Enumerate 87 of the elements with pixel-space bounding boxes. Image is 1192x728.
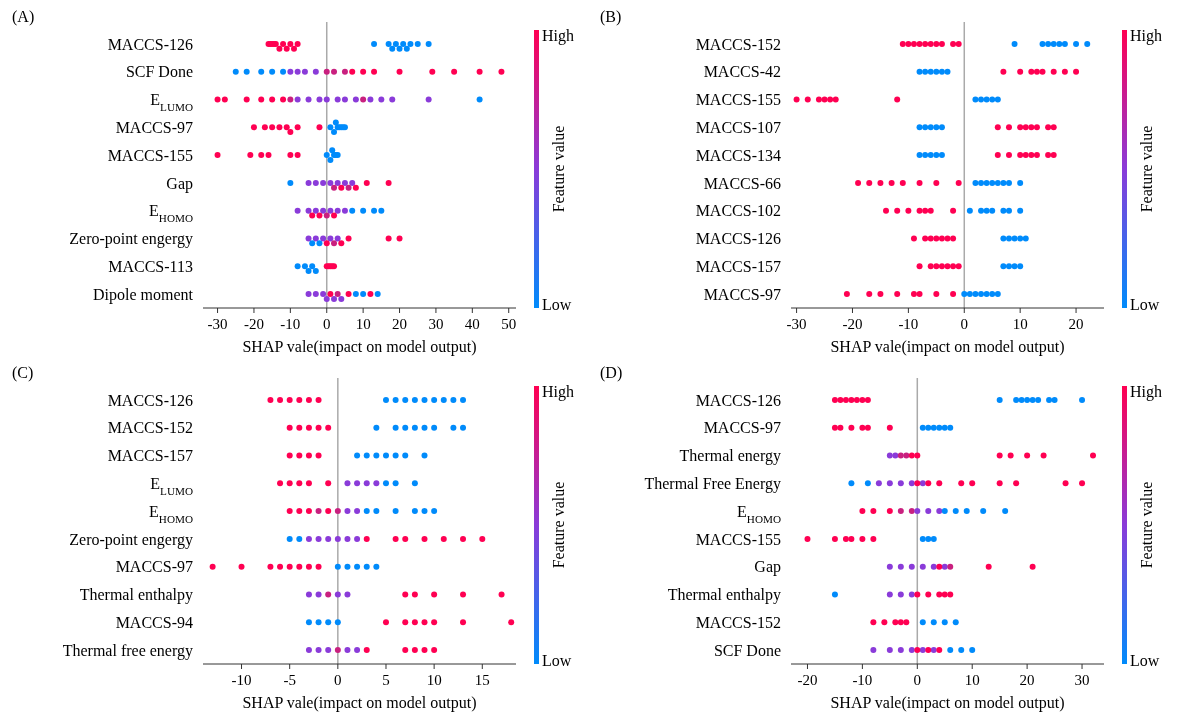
y-tick-label: Thermal Free Energy bbox=[644, 474, 781, 493]
text: (D) bbox=[600, 364, 623, 382]
y-tick-label: MACCS-126 bbox=[695, 391, 781, 409]
y-tick-label: MACCS-134 bbox=[695, 146, 781, 164]
y-tick-label: MACCS-107 bbox=[695, 118, 781, 136]
x-tick-label: 5 bbox=[382, 672, 390, 688]
y-tick-label: MACCS-97 bbox=[703, 419, 781, 437]
x-tick-label: -10 bbox=[852, 672, 873, 688]
x-tick-label: -20 bbox=[842, 316, 863, 332]
text: High bbox=[542, 383, 574, 402]
text: High bbox=[1130, 27, 1162, 46]
y-tick-label: E$_{HOMO}$ bbox=[737, 502, 781, 525]
text: Low bbox=[1130, 295, 1160, 313]
x-tick-label: 0 bbox=[960, 316, 969, 332]
x-tick-label: 20 bbox=[1068, 316, 1084, 332]
x-tick-label: 30 bbox=[428, 316, 444, 332]
x-tick-label: -10 bbox=[898, 316, 919, 332]
x-tick-label: 40 bbox=[464, 316, 480, 332]
y-tick-label: Zero-point engergy bbox=[69, 230, 193, 249]
text: High bbox=[1130, 383, 1162, 402]
x-tick-label: 0 bbox=[334, 672, 342, 688]
y-tick-label: E$_{LUMO}$ bbox=[150, 91, 193, 114]
y-tick-label: MACCS-102 bbox=[695, 202, 781, 220]
y-tick-label: Dipole moment bbox=[93, 285, 194, 304]
y-tick-label: Thermal energy bbox=[679, 447, 781, 466]
x-tick-label: -10 bbox=[280, 316, 301, 332]
x-tick-label: -5 bbox=[283, 672, 296, 688]
text: High bbox=[542, 27, 574, 46]
x-tick-label: -10 bbox=[231, 672, 252, 688]
x-tick-label: -30 bbox=[786, 316, 807, 332]
x-tick-label: 10 bbox=[964, 672, 980, 688]
y-tick-label: Thermal enthalpy bbox=[667, 586, 781, 605]
y-tick-label: Gap bbox=[754, 558, 781, 577]
y-tick-label: MACCS-42 bbox=[703, 63, 781, 81]
text: Low bbox=[1130, 651, 1160, 669]
y-tick-label: MACCS-97 bbox=[703, 285, 781, 303]
x-tick-label: 10 bbox=[355, 316, 371, 332]
y-tick-label: E$_{HOMO}$ bbox=[149, 202, 193, 225]
y-tick-label: MACCS-157 bbox=[695, 257, 781, 275]
text: (B) bbox=[600, 8, 622, 26]
x-tick-label: 10 bbox=[1012, 316, 1028, 332]
color-bar-title: Feature value bbox=[1138, 481, 1155, 569]
x-tick-label: 30 bbox=[1074, 672, 1090, 688]
y-tick-label: SCF Done bbox=[125, 63, 193, 81]
y-tick-label: MACCS-157 bbox=[107, 447, 193, 465]
text: Low bbox=[542, 295, 572, 313]
x-tick-label: -30 bbox=[207, 316, 228, 332]
y-tick-label: Zero-point engergy bbox=[69, 530, 193, 549]
y-tick-label: Gap bbox=[166, 174, 193, 193]
x-axis-title: SHAP vale(impact on model output) bbox=[242, 694, 477, 712]
y-tick-label: Thermal enthalpy bbox=[79, 586, 193, 605]
y-tick-label: E$_{LUMO}$ bbox=[150, 474, 193, 497]
y-tick-label: MACCS-152 bbox=[107, 419, 193, 437]
text: (A) bbox=[12, 8, 35, 26]
y-tick-label: MACCS-155 bbox=[695, 91, 781, 109]
y-tick-label: E$_{HOMO}$ bbox=[149, 502, 193, 525]
y-tick-label: MACCS-94 bbox=[115, 613, 193, 631]
y-tick-label: MACCS-155 bbox=[107, 146, 193, 164]
y-tick-label: MACCS-126 bbox=[107, 35, 193, 53]
color-bar-title: Feature value bbox=[1138, 125, 1155, 213]
x-tick-label: -20 bbox=[243, 316, 264, 332]
y-tick-label: MACCS-152 bbox=[695, 35, 781, 53]
x-axis-title: SHAP vale(impact on model output) bbox=[830, 694, 1065, 712]
x-tick-label: -20 bbox=[797, 672, 818, 688]
y-tick-label: Thermal free energy bbox=[62, 641, 193, 660]
y-tick-label: MACCS-155 bbox=[695, 530, 781, 548]
x-tick-label: 0 bbox=[913, 672, 922, 688]
color-bar-title: Feature value bbox=[550, 125, 567, 213]
y-tick-label: SCF Done bbox=[713, 641, 781, 659]
x-tick-label: 20 bbox=[392, 316, 408, 332]
x-tick-label: 15 bbox=[474, 672, 490, 688]
x-tick-label: 20 bbox=[1019, 672, 1035, 688]
y-tick-label: MACCS-126 bbox=[695, 230, 781, 248]
x-tick-label: 50 bbox=[501, 316, 517, 332]
y-tick-label: MACCS-152 bbox=[695, 613, 781, 631]
y-tick-label: MACCS-113 bbox=[108, 257, 193, 275]
x-axis-title: SHAP vale(impact on model output) bbox=[242, 338, 477, 356]
y-tick-label: MACCS-126 bbox=[107, 391, 193, 409]
color-bar-title: Feature value bbox=[550, 481, 567, 569]
y-tick-label: MACCS-97 bbox=[115, 118, 193, 136]
text: (C) bbox=[12, 364, 34, 382]
x-tick-label: 10 bbox=[426, 672, 442, 688]
x-tick-label: 0 bbox=[322, 316, 331, 332]
text: Low bbox=[542, 651, 572, 669]
y-tick-label: MACCS-66 bbox=[703, 174, 781, 192]
x-axis-title: SHAP vale(impact on model output) bbox=[830, 338, 1065, 356]
y-tick-label: MACCS-97 bbox=[115, 558, 193, 576]
